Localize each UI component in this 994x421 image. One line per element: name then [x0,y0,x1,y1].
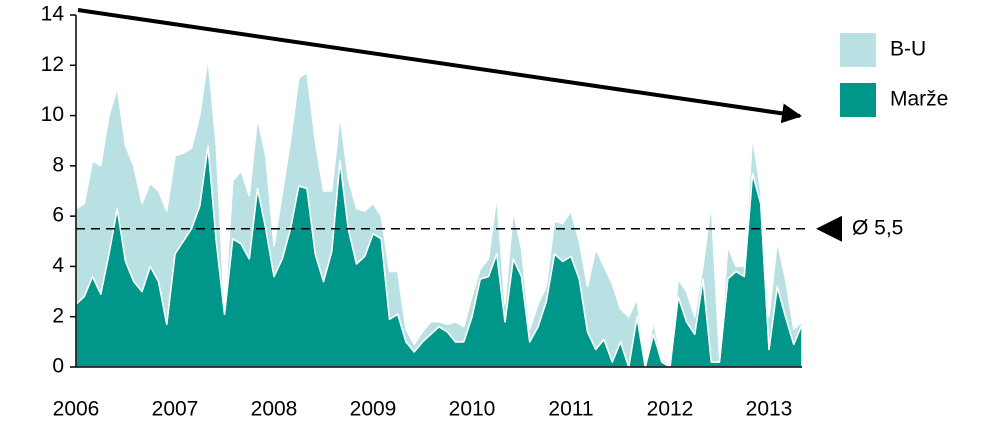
x-tick-label: 2011 [548,398,593,421]
legend-label: B-U [890,38,926,61]
x-tick-label: 2007 [152,398,199,421]
y-tick-label: 12 [41,53,64,76]
legend-swatch [840,83,876,117]
x-tick-label: 2008 [251,398,298,421]
average-label: Ø 5,5 [852,216,903,239]
x-tick-label: 2010 [449,398,496,421]
area [75,56,803,368]
y-tick-label: 2 [52,304,64,327]
y-tick-label: 10 [41,103,64,126]
y-tick-label: 0 [52,355,64,378]
y-tick-label: 14 [41,3,65,26]
legend-label: Marže [890,88,948,111]
plot-area [75,56,803,368]
x-tick-label: 2012 [647,398,694,421]
x-tick-label: 2013 [746,398,793,421]
x-tick-label: 2006 [53,398,100,421]
y-tick-label: 4 [52,254,64,277]
trend-arrow [77,8,802,124]
average-marker [816,215,842,242]
legend-swatch [840,33,876,67]
y-tick-label: 6 [52,204,64,227]
x-tick-label: 2009 [350,398,397,421]
y-tick-label: 8 [52,153,64,176]
